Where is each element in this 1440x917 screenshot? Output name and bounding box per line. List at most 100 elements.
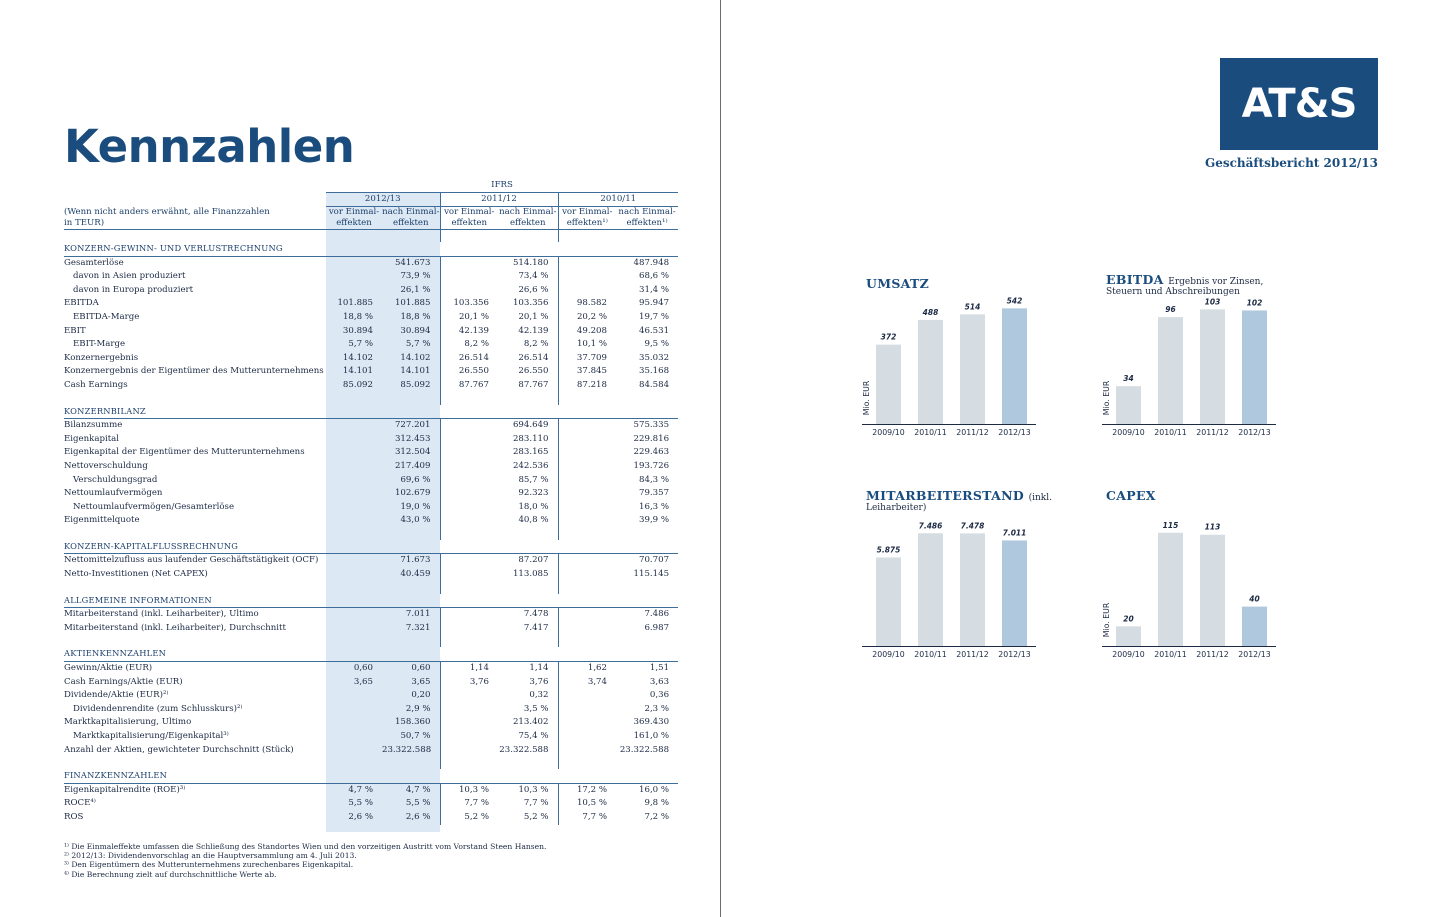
bar: [918, 319, 943, 424]
value-cell: 95.947: [638, 298, 670, 309]
bar-value-label: 514: [965, 302, 981, 311]
table-row: ROCE⁴⁾ 5,5 % 5,5 % 7,7 % 7,7 % 10,5 % 9,8 %: [64, 797, 678, 811]
value-cell: 283.165: [498, 446, 559, 460]
row-label: davon in Asien produziert: [73, 271, 186, 282]
section-title: ALLGEMEINE INFORMATIONEN: [64, 593, 326, 609]
table-row: davon in Europa produziert 26,1 % 26,6 % 31…: [64, 283, 678, 298]
value-cell: [558, 608, 616, 622]
y-axis-label: Mio. EUR: [1102, 602, 1111, 637]
value-cell: 19,7 %: [639, 311, 670, 322]
value-cell: 3,63: [649, 676, 670, 687]
value-cell: 229.816: [633, 433, 670, 444]
row-label: Verschuldungsgrad: [73, 474, 158, 485]
value-cell: 115.145: [633, 569, 670, 580]
value-cell: 3,65: [353, 676, 373, 687]
section-header-row: AKTIENKENNZAHLEN: [64, 647, 679, 663]
bar: [876, 344, 901, 424]
bar: [1242, 606, 1267, 646]
value-cell: 514.180: [498, 256, 559, 271]
value-cell: [326, 474, 382, 488]
value-cell: 23.322.588: [382, 743, 441, 758]
value-cell: 87.767: [458, 379, 489, 390]
section-spacer: [64, 229, 678, 242]
x-tick-label: 2009/10: [1112, 650, 1144, 659]
bar: [1200, 309, 1225, 424]
bar: [876, 557, 901, 646]
value-cell: 18,8 %: [382, 310, 441, 325]
value-cell: 4,7 %: [382, 783, 441, 798]
value-cell: 39,9 %: [639, 515, 670, 526]
bar: [1158, 317, 1183, 424]
value-cell: [326, 270, 382, 284]
value-cell: 35.168: [638, 366, 670, 377]
row-label: Dividende/Aktie (EUR)²⁾: [64, 690, 169, 701]
section-header-row: KONZERN-KAPITALFLUSSRECHNUNG: [64, 539, 679, 555]
value-cell: [326, 419, 382, 433]
row-label: Cash Earnings: [64, 379, 128, 390]
x-tick-label: 2011/12: [956, 428, 988, 437]
x-tick-label: 2011/12: [1196, 428, 1228, 437]
value-cell: [326, 501, 382, 515]
bar-value-label: 7.478: [961, 521, 985, 530]
bar-value-label: 20: [1123, 614, 1133, 623]
company-logo: AT&S: [1220, 58, 1378, 150]
value-cell: 242.536: [498, 459, 559, 474]
value-cell: [558, 446, 616, 460]
row-label: EBITDA-Marge: [73, 311, 140, 322]
value-cell: [440, 474, 498, 488]
bar-value-label: 96: [1165, 305, 1175, 314]
column-subheader: effekten¹⁾: [558, 218, 616, 230]
bar-value-label: 103: [1205, 297, 1221, 306]
row-label: Konzernergebnis: [64, 352, 139, 363]
section-header-row: KONZERN-GEWINN- UND VERLUSTRECHNUNG: [64, 242, 679, 257]
value-cell: 75,4 %: [498, 730, 559, 744]
chart-subtitle: Ergebnis vor Zinsen,: [1168, 277, 1264, 287]
section-title: KONZERN-KAPITALFLUSSRECHNUNG: [64, 539, 326, 555]
report-title: Geschäftsbericht 2012/13: [1204, 156, 1378, 170]
y-axis-label: Mio. EUR: [862, 380, 871, 415]
value-cell: 3,5 %: [498, 702, 559, 717]
bar-value-label: 7.486: [919, 521, 943, 530]
value-cell: 20,1 %: [498, 310, 559, 325]
bar: [1116, 386, 1141, 424]
value-cell: 69,6 %: [382, 473, 441, 488]
x-tick-label: 2010/11: [1154, 428, 1186, 437]
row-label: Gesamterlöse: [64, 257, 124, 268]
value-cell: 10,5 %: [576, 798, 607, 809]
value-cell: 229.463: [633, 447, 670, 458]
value-cell: 10,3 %: [498, 783, 559, 798]
bar: [1116, 626, 1141, 646]
value-cell: [558, 474, 616, 488]
ebitda-bar-chart: 34 2009/10 96 2010/11 103 2011/12 102 2012/13 Mi…: [1102, 297, 1276, 437]
value-cell: [558, 419, 616, 433]
ifrs-header-row: IFRS: [64, 179, 679, 193]
value-cell: 9,8 %: [644, 798, 670, 809]
bar: [960, 314, 985, 424]
bar-value-label: 115: [1163, 521, 1179, 530]
table-row: Eigenkapital der Eigentümer des Mutterun…: [64, 446, 678, 460]
row-label: davon in Europa produziert: [73, 284, 194, 295]
value-cell: [440, 716, 498, 730]
x-tick-label: 2011/12: [1196, 650, 1228, 659]
value-cell: [326, 446, 382, 460]
subheader-row-2: in TEUR) effekten effekten effekten effe…: [64, 218, 679, 230]
value-cell: 23.322.588: [619, 744, 670, 755]
section-spacer: [64, 635, 678, 648]
value-cell: 5,7 %: [382, 338, 441, 352]
value-cell: 101.885: [337, 298, 373, 309]
table-row: Netto-Investitionen (Net CAPEX) 40.459 113…: [64, 568, 678, 582]
value-cell: 30.894: [342, 325, 373, 336]
value-cell: 0,60: [353, 663, 373, 674]
value-cell: 73,4 %: [498, 270, 559, 284]
table-row: Cash Earnings/Aktie (EUR) 3,65 3,65 3,76 3,7…: [64, 675, 678, 690]
bar: [918, 533, 943, 646]
value-cell: 79.357: [638, 488, 670, 499]
chart-title-text: MITARBEITERSTAND: [866, 488, 1024, 503]
value-cell: 102.679: [382, 487, 441, 501]
value-cell: 10,3 %: [458, 784, 489, 795]
value-cell: 5,5 %: [382, 797, 441, 811]
table-row: Marktkapitalisierung, Ultimo 158.360 213.4…: [64, 716, 678, 730]
row-label: Eigenkapitalrendite (ROE)³⁾: [64, 784, 186, 795]
value-cell: 17,2 %: [576, 784, 607, 795]
row-label: Nettomittelzufluss aus laufender Geschäf…: [64, 555, 319, 566]
